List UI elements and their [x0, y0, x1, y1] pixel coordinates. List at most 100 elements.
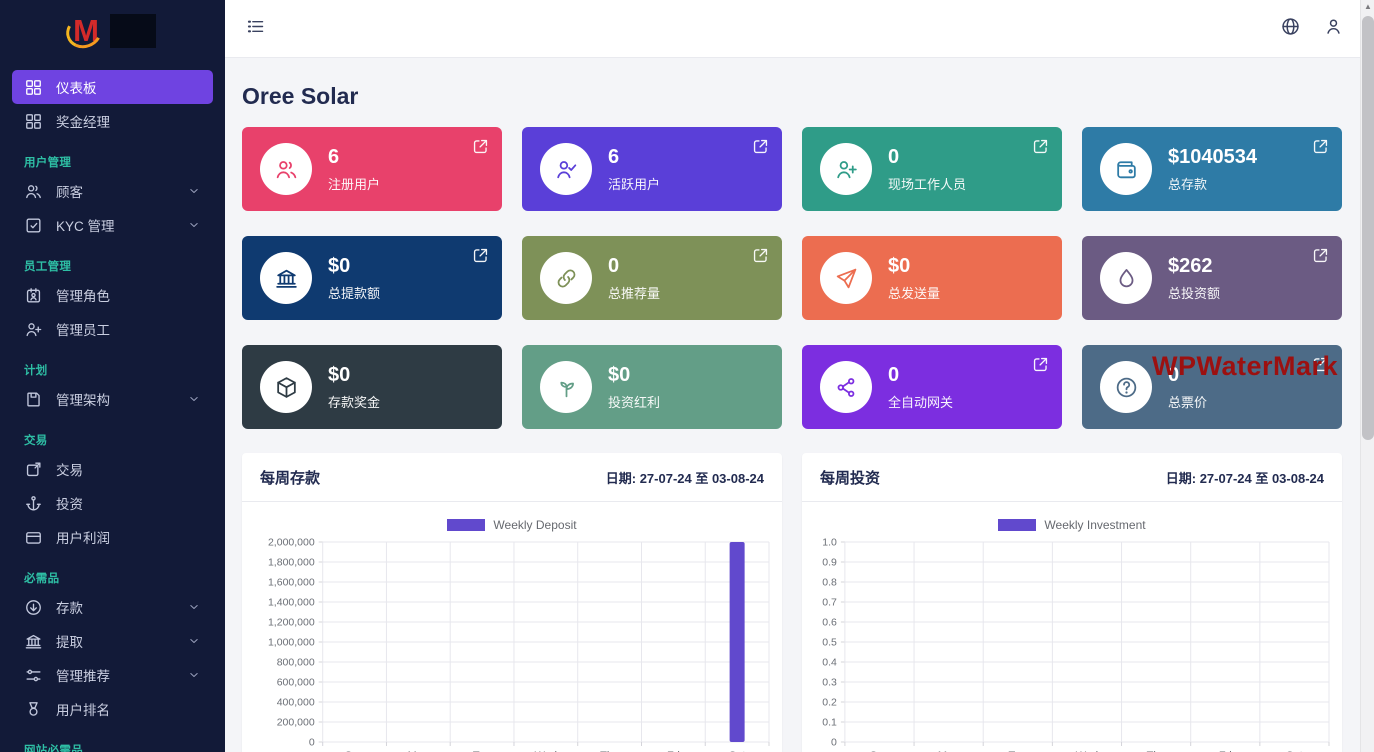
stat-icon-circle	[1100, 361, 1152, 413]
stat-texts: $262 总投资额	[1168, 255, 1220, 302]
svg-text:0.4: 0.4	[822, 657, 837, 669]
sidebar-item-仪表板[interactable]: 仪表板	[12, 70, 213, 104]
user-plus-icon	[26, 322, 42, 336]
svg-text:0.1: 0.1	[822, 717, 837, 729]
menu-toggle-button[interactable]	[245, 16, 266, 42]
stat-label: 总推荐量	[608, 285, 661, 301]
external-link-button[interactable]	[751, 137, 770, 156]
bar-chart: 2,000,000 1,800,000 1,600,000 1,400,000 1,20…	[267, 537, 769, 752]
stat-label: 存款奖金	[328, 394, 381, 410]
sidebar-item-存款[interactable]: 存款	[12, 590, 213, 624]
sidebar-item-用户排名[interactable]: 用户排名	[12, 692, 213, 726]
stat-icon-circle	[260, 252, 312, 304]
sidebar-nav: 仪表板 奖金经理 用户管理 顾客 KYC 管理 员工管理 管理角色 管理员工 计划 管理架构 交易交…	[0, 62, 225, 752]
sidebar-item-投资[interactable]: 投资	[12, 486, 213, 520]
arrow-down-circle-icon	[26, 599, 41, 615]
external-link-button[interactable]	[1311, 137, 1330, 156]
legend-swatch	[447, 519, 486, 531]
external-link-icon[interactable]	[471, 137, 490, 156]
chart-title: 每周存款	[260, 470, 321, 487]
chart-card-header: 每周投资 日期: 27-07-24 至 03-08-24	[802, 453, 1342, 502]
stat-label: 总票价	[1168, 394, 1208, 410]
stat-icon-circle	[540, 361, 592, 413]
external-link-button[interactable]	[1031, 137, 1050, 156]
stat-icon-circle	[1100, 252, 1152, 304]
sidebar-item-label: 仪表板	[56, 81, 97, 96]
external-link-button[interactable]	[1311, 246, 1330, 265]
stat-texts: 0 总推荐量	[608, 255, 660, 302]
profile-button[interactable]	[1323, 16, 1344, 42]
svg-text:1,000,000: 1,000,000	[267, 637, 314, 649]
external-link-icon[interactable]	[1311, 355, 1330, 374]
legend-label: Weekly Deposit	[493, 518, 577, 532]
external-link-icon[interactable]	[1031, 137, 1050, 156]
sidebar-item-label: 奖金经理	[56, 115, 110, 130]
stat-texts: $0 存款奖金	[328, 364, 380, 411]
svg-text:0.8: 0.8	[822, 577, 837, 589]
svg-text:Thu: Thu	[600, 750, 619, 752]
chart-legend[interactable]: Weekly Investment	[808, 518, 1336, 532]
external-link-icon[interactable]	[1311, 246, 1330, 265]
external-link-icon[interactable]	[751, 137, 770, 156]
scrollbar-thumb[interactable]	[1362, 16, 1374, 440]
topbar-actions	[1280, 16, 1344, 42]
stat-card-总提款额: $0 总提款额	[242, 236, 502, 320]
external-link-button[interactable]	[471, 246, 490, 265]
external-link-button[interactable]	[1311, 355, 1330, 374]
chevron-down-icon	[190, 189, 198, 193]
dashboard-icon	[26, 113, 41, 129]
stat-card-全自动网关: 0 全自动网关	[802, 345, 1062, 429]
chevron-down-icon	[190, 605, 198, 609]
stat-label: 注册用户	[328, 176, 381, 192]
bar-Sat	[729, 542, 745, 742]
sidebar-item-管理员工[interactable]: 管理员工	[12, 312, 213, 346]
sidebar-item-label: 提取	[56, 635, 83, 650]
sidebar-item-label: 顾客	[56, 185, 83, 200]
svg-text:1,200,000: 1,200,000	[267, 617, 314, 629]
sidebar-item-管理角色[interactable]: 管理角色	[12, 278, 213, 312]
external-link-icon[interactable]	[1311, 137, 1330, 156]
sidebar-item-顾客[interactable]: 顾客	[12, 174, 213, 208]
external-link-button[interactable]	[1031, 355, 1050, 374]
external-link-button[interactable]	[471, 137, 490, 156]
nav-section-header: 网站必需品	[24, 745, 83, 752]
users-icon	[26, 184, 41, 198]
chevron-down-icon	[190, 639, 198, 643]
topbar	[225, 0, 1360, 58]
nav-section-header: 员工管理	[24, 261, 72, 273]
chart-legend[interactable]: Weekly Deposit	[248, 518, 776, 532]
chevron-down-icon	[190, 673, 198, 677]
svg-text:1,600,000: 1,600,000	[267, 577, 314, 589]
check-square-icon	[26, 217, 41, 233]
language-globe-button[interactable]	[1280, 16, 1301, 42]
external-link-icon[interactable]	[471, 246, 490, 265]
svg-text:Tue: Tue	[472, 750, 491, 752]
sidebar-item-管理推荐[interactable]: 管理推荐	[12, 658, 213, 692]
chart-body: Weekly Investment 1.0 0.9 0.8 0.7 0.6 0.5 0.4 0.…	[802, 502, 1342, 752]
svg-text:Mon: Mon	[937, 750, 958, 752]
sidebar-item-label: 管理推荐	[56, 669, 110, 684]
page-scrollbar[interactable]: ▲	[1360, 0, 1374, 752]
svg-text:200,000: 200,000	[276, 717, 314, 729]
sidebar-item-KYC 管理[interactable]: KYC 管理	[12, 208, 213, 242]
sidebar-item-交易[interactable]: 交易	[12, 452, 213, 486]
external-link-button[interactable]	[751, 246, 770, 265]
id-card-icon	[26, 287, 41, 303]
stat-texts: 0 总票价	[1168, 364, 1207, 411]
scrollbar-up-arrow[interactable]: ▲	[1364, 2, 1372, 11]
chart-date-range: 日期: 27-07-24 至 03-08-24	[1165, 471, 1324, 486]
logo-redacted-box	[110, 14, 156, 48]
chart-date-range: 日期: 27-07-24 至 03-08-24	[605, 471, 764, 486]
sidebar-item-提取[interactable]: 提取	[12, 624, 213, 658]
logo[interactable]: M	[0, 0, 225, 62]
sidebar-item-管理架构[interactable]: 管理架构	[12, 382, 213, 416]
external-link-icon[interactable]	[1031, 355, 1050, 374]
bookmark-icon	[27, 391, 40, 407]
svg-text:0.3: 0.3	[822, 677, 837, 689]
external-link-icon[interactable]	[751, 246, 770, 265]
svg-text:0: 0	[308, 737, 314, 749]
sliders-icon	[26, 669, 41, 681]
sidebar-item-奖金经理[interactable]: 奖金经理	[12, 104, 213, 138]
sidebar-item-label: 存款	[56, 601, 83, 616]
sidebar-item-用户利润[interactable]: 用户利润	[12, 520, 213, 554]
